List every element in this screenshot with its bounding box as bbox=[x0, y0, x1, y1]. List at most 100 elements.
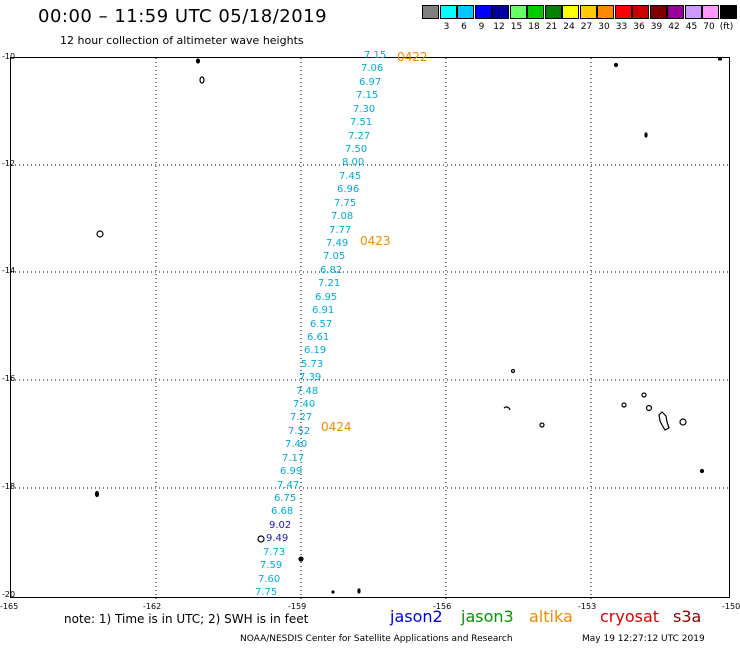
legend-swatch bbox=[614, 5, 632, 19]
wave-height-label: 8.00 bbox=[342, 157, 365, 168]
legend-label: 36 bbox=[633, 22, 645, 32]
wave-height-label: 7.39 bbox=[299, 372, 322, 383]
legend-label: 33 bbox=[615, 22, 628, 32]
legend-label: 30 bbox=[598, 22, 610, 32]
legend-label: 27 bbox=[580, 22, 593, 32]
pass-label-0424: 0424 bbox=[321, 420, 352, 434]
wave-height-label: 7.73 bbox=[263, 547, 286, 558]
satellite-cryosat: cryosat bbox=[600, 607, 660, 626]
lon-tick-label: -156 bbox=[433, 602, 452, 611]
wave-height-label: 5.73 bbox=[301, 359, 324, 370]
lat-tick-label: -16 bbox=[2, 374, 16, 383]
map-frame bbox=[10, 57, 731, 599]
wave-height-label: 7.52 bbox=[288, 426, 311, 437]
legend-label: 18 bbox=[528, 22, 540, 32]
legend-swatch bbox=[422, 5, 439, 19]
wave-height-label: 7.15 bbox=[364, 50, 387, 61]
legend-label: 42 bbox=[668, 22, 680, 32]
wave-height-label: 7.05 bbox=[323, 251, 346, 262]
wave-height-label: 6.96 bbox=[337, 184, 360, 195]
pass-label-0422: 0422 bbox=[397, 50, 428, 64]
wave-height-label: 6.99 bbox=[280, 466, 303, 477]
lat-tick-label: -18 bbox=[2, 482, 16, 491]
wave-height-label: 7.06 bbox=[361, 63, 384, 74]
legend-label: 70 bbox=[703, 22, 715, 32]
legend-label: 39 bbox=[650, 22, 663, 32]
legend-label: 45 bbox=[685, 22, 698, 32]
wave-height-label: 7.59 bbox=[260, 560, 283, 571]
lat-tick-label: -20 bbox=[2, 590, 16, 599]
wave-height-label: 7.08 bbox=[331, 211, 354, 222]
wave-height-label: 7.27 bbox=[348, 131, 371, 142]
wave-height-label: 7.15 bbox=[356, 90, 379, 101]
wave-height-label: 7.27 bbox=[290, 412, 313, 423]
wave-height-label: 6.75 bbox=[274, 493, 297, 504]
wave-height-label: 6.82 bbox=[320, 265, 343, 276]
lon-tick-label: -159 bbox=[288, 602, 307, 611]
wave-height-label: 6.97 bbox=[359, 77, 382, 88]
legend-label: 9 bbox=[478, 22, 485, 32]
wave-height-label: 7.30 bbox=[353, 104, 376, 115]
legend-swatch bbox=[439, 5, 457, 19]
wave-height-label: 6.61 bbox=[307, 332, 330, 343]
wave-height-label: 6.95 bbox=[315, 292, 338, 303]
legend-swatch bbox=[667, 5, 684, 19]
legend-swatch bbox=[457, 5, 474, 19]
wave-height-label: 9.49 bbox=[266, 533, 289, 544]
wave-height-label: 7.77 bbox=[329, 225, 352, 236]
wave-height-label: 9.02 bbox=[269, 520, 292, 531]
wave-height-label: 7.75 bbox=[255, 587, 278, 598]
wave-height-label: 7.75 bbox=[334, 198, 357, 209]
lon-tick-label: -162 bbox=[143, 602, 162, 611]
legend-swatch bbox=[597, 5, 614, 19]
wave-height-label: 7.49 bbox=[326, 238, 349, 249]
wave-height-label: 6.68 bbox=[271, 506, 294, 517]
legend-label: (ft) bbox=[719, 22, 734, 32]
legend-swatch bbox=[562, 5, 579, 19]
wave-height-label: 7.40 bbox=[285, 439, 308, 450]
legend-swatch bbox=[544, 5, 562, 19]
wave-height-label: 7.48 bbox=[296, 386, 319, 397]
footer-credit: NOAA/NESDIS Center for Satellite Applica… bbox=[240, 634, 513, 644]
footer-note: note: 1) Time is in UTC; 2) SWH is in fe… bbox=[64, 612, 309, 626]
lat-tick-label: -12 bbox=[2, 159, 16, 168]
legend-swatch bbox=[509, 5, 527, 19]
lon-tick-label: -153 bbox=[578, 602, 597, 611]
header-title: 00:00 – 11:59 UTC 05/18/2019 bbox=[38, 6, 328, 27]
satellite-s3a: s3a bbox=[673, 607, 702, 626]
wave-height-label: 7.51 bbox=[350, 117, 373, 128]
legend-swatch bbox=[492, 5, 509, 19]
wave-height-label: 6.57 bbox=[310, 319, 333, 330]
lon-tick-label: -150 bbox=[722, 602, 740, 611]
satellite-jason2: jason2 bbox=[390, 607, 443, 626]
legend-label: 3 bbox=[443, 22, 450, 32]
wave-height-label: 6.91 bbox=[312, 305, 335, 316]
legend-label: 21 bbox=[545, 22, 558, 32]
lat-tick-label: -14 bbox=[2, 266, 16, 275]
legend-swatch bbox=[579, 5, 597, 19]
wave-height-label: 7.50 bbox=[345, 144, 368, 155]
legend-swatch bbox=[719, 5, 737, 19]
legend-label: 12 bbox=[493, 22, 505, 32]
legend-swatch bbox=[684, 5, 702, 19]
island-outlines bbox=[94, 58, 723, 599]
legend-label: 6 bbox=[461, 22, 467, 32]
wave-height-label: 7.47 bbox=[277, 480, 300, 491]
legend-label: 24 bbox=[563, 22, 575, 32]
pass-label-0423: 0423 bbox=[360, 234, 391, 248]
wave-height-label: 7.40 bbox=[293, 399, 316, 410]
wave-height-label: 6.19 bbox=[304, 345, 327, 356]
legend-swatch bbox=[649, 5, 667, 19]
header-subtitle: 12 hour collection of altimeter wave hei… bbox=[60, 34, 304, 47]
wave-height-label: 7.17 bbox=[282, 453, 305, 464]
wave-height-label: 7.45 bbox=[339, 171, 362, 182]
map-graphics bbox=[11, 58, 731, 599]
satellite-jason3: jason3 bbox=[461, 607, 514, 626]
legend-swatch bbox=[632, 5, 649, 19]
legend-swatch bbox=[527, 5, 544, 19]
lat-tick-label: -10 bbox=[2, 52, 16, 61]
grid-lines bbox=[11, 58, 731, 599]
lon-tick-label: -165 bbox=[0, 602, 19, 611]
legend-swatch bbox=[474, 5, 492, 19]
legend-swatch bbox=[702, 5, 719, 19]
